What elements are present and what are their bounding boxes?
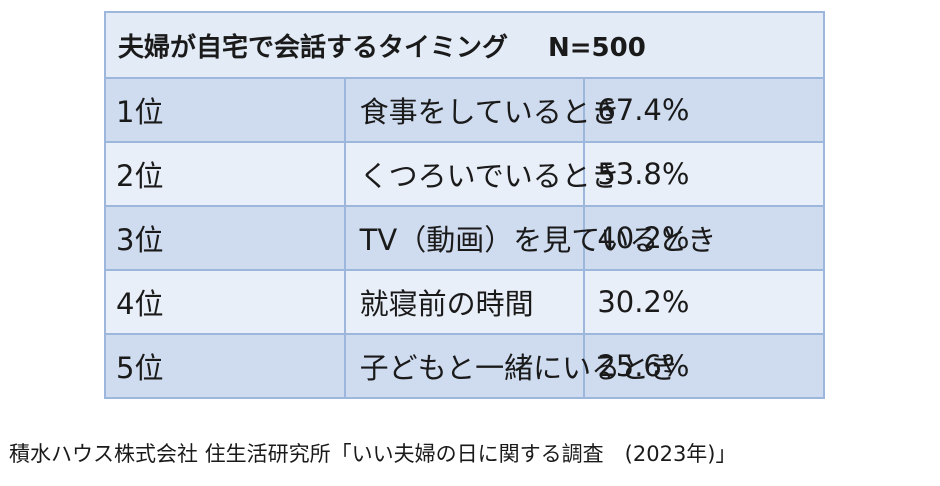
item-cell: 食事をしているとき [343,77,620,143]
table-title-cell: 夫婦が自宅で会話するタイミング N=500 [104,11,825,79]
percent-cell: 30.2% [583,269,825,335]
rank-cell: 4位 [104,269,346,335]
source-caption: 積水ハウス株式会社 住生活研究所「いい夫婦の日に関する調査 (2023年)」 [9,442,737,466]
item-cell: 子どもと一緒にいるとき [343,333,678,399]
table-row: 5位 子どもと一緒にいるとき 25.6% [104,333,825,399]
item-cell: TV（動画）を見ているとき [343,205,716,271]
percent-cell: 53.8% [583,141,825,207]
table-row: 3位 TV（動画）を見ているとき 40.2% [104,205,825,271]
survey-ranking-table: 夫婦が自宅で会話するタイミング N=500 1位 食事をしているとき 67.4% … [104,11,825,399]
rank-cell: 5位 [104,333,346,399]
item-cell: 就寝前の時間 [343,269,586,335]
table-title-row: 夫婦が自宅で会話するタイミング N=500 [104,11,825,79]
percent-cell: 25.6% [583,333,825,399]
table-row: 1位 食事をしているとき 67.4% [104,77,825,143]
percent-cell: 40.2% [583,205,825,271]
sample-size-label: N=500 [548,32,646,63]
table-title: 夫婦が自宅で会話するタイミング [118,32,509,63]
percent-cell: 67.4% [583,77,825,143]
rank-cell: 1位 [104,77,346,143]
item-cell: くつろいでいるとき [343,141,620,207]
table-row: 4位 就寝前の時間 30.2% [104,269,825,335]
rank-cell: 3位 [104,205,346,271]
table-row: 2位 くつろいでいるとき 53.8% [104,141,825,207]
rank-cell: 2位 [104,141,346,207]
